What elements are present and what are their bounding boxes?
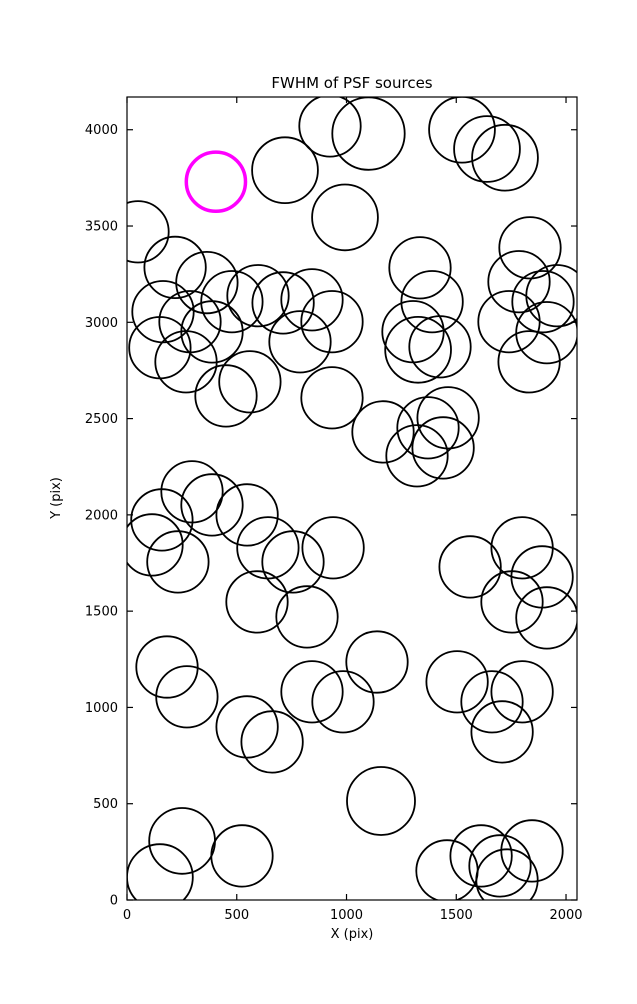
psf-circle xyxy=(388,236,452,300)
psf-circle xyxy=(298,97,362,158)
psf-circle xyxy=(218,350,282,414)
x-tick-label: 2000 xyxy=(549,908,582,923)
psf-circle xyxy=(148,807,216,875)
x-tick-label: 1000 xyxy=(330,908,363,923)
psf-source-circles xyxy=(127,97,577,900)
psf-circle xyxy=(240,710,304,774)
psf-circle xyxy=(301,516,365,580)
psf-circle xyxy=(146,530,210,594)
psf-circle xyxy=(130,488,194,552)
psf-circle xyxy=(411,416,475,480)
psf-circle xyxy=(331,97,406,171)
y-tick-label: 0 xyxy=(110,894,118,909)
y-axis-label: Y (pix) xyxy=(49,477,64,520)
psf-circle xyxy=(251,136,319,204)
y-tick-label: 4000 xyxy=(85,123,118,138)
psf-circle xyxy=(155,665,219,729)
axis-ticks xyxy=(126,97,577,901)
psf-circle xyxy=(511,270,575,334)
psf-circle xyxy=(300,366,364,430)
psf-circle xyxy=(251,271,315,335)
psf-circle xyxy=(135,635,199,699)
y-tick-label: 2000 xyxy=(85,508,118,523)
y-tick-label: 500 xyxy=(93,797,118,812)
y-tick-label: 3500 xyxy=(85,220,118,235)
psf-circle xyxy=(127,200,170,264)
psf-circle xyxy=(500,819,564,883)
psf-circle xyxy=(154,330,218,394)
psf-circle xyxy=(438,535,502,599)
psf-circle xyxy=(180,473,244,537)
y-tick-label: 1000 xyxy=(85,701,118,716)
psf-circle xyxy=(311,183,379,252)
psf-circle xyxy=(490,516,554,580)
psf-circle xyxy=(225,570,289,634)
psf-circle xyxy=(396,396,460,460)
x-axis-label: X (pix) xyxy=(331,927,374,942)
psf-circle xyxy=(415,839,479,900)
psf-circle xyxy=(449,824,513,888)
psf-circle xyxy=(127,513,184,577)
psf-circle xyxy=(131,280,195,344)
x-tick-label: 500 xyxy=(224,908,249,923)
y-tick-label: 2500 xyxy=(85,412,118,427)
psf-circle xyxy=(400,270,464,334)
psf-circle xyxy=(143,235,207,299)
psf-circle xyxy=(480,570,544,634)
psf-circle xyxy=(300,290,364,354)
psf-circle xyxy=(345,630,409,694)
y-tick-label: 1500 xyxy=(85,605,118,620)
psf-circle xyxy=(127,843,194,900)
psf-circle xyxy=(471,123,539,192)
psf-circle xyxy=(425,650,489,714)
psf-circle xyxy=(515,301,577,365)
psf-circle xyxy=(175,251,239,315)
psf-circle xyxy=(515,586,577,650)
psf-circle xyxy=(487,250,551,314)
x-tick-label: 1500 xyxy=(440,908,473,923)
psf-circle xyxy=(525,264,577,328)
psf-circle xyxy=(194,364,258,428)
psf-circle xyxy=(236,516,300,580)
psf-circle xyxy=(261,530,325,594)
psf-circle xyxy=(226,264,290,328)
psf-circle xyxy=(468,834,532,898)
psf-circle xyxy=(280,268,344,332)
psf-circle xyxy=(200,270,264,334)
psf-circle xyxy=(275,585,339,649)
psf-circle xyxy=(280,660,344,724)
y-tick-label: 3000 xyxy=(85,316,118,331)
psf-circle xyxy=(408,315,472,379)
psf-circle xyxy=(460,670,524,734)
psf-circle xyxy=(346,766,416,836)
axes-box xyxy=(126,96,578,901)
psf-circle xyxy=(416,386,480,450)
psf-circle xyxy=(351,400,415,464)
psf-circle xyxy=(268,310,332,374)
psf-circle xyxy=(498,216,562,280)
psf-circle xyxy=(470,700,534,764)
psf-circle xyxy=(384,315,452,384)
psf-circle xyxy=(215,695,279,759)
axis-tick-labels: 0 500 1000 1500 2000 0 500 1000 1500 2000 2500 3000… xyxy=(85,123,583,923)
psf-circle xyxy=(497,330,561,394)
highlighted-psf-circle xyxy=(184,150,248,214)
psf-circle xyxy=(215,483,279,547)
psf-circle xyxy=(385,424,449,488)
psf-circle xyxy=(477,290,541,354)
psf-circle xyxy=(490,660,554,724)
psf-circle xyxy=(428,97,496,164)
x-tick-label: 0 xyxy=(123,908,131,923)
chart-title: FWHM of PSF sources xyxy=(271,74,432,92)
psf-circle xyxy=(475,848,539,900)
psf-circle xyxy=(210,824,274,888)
psf-circle xyxy=(311,670,375,734)
psf-circle xyxy=(453,115,521,183)
